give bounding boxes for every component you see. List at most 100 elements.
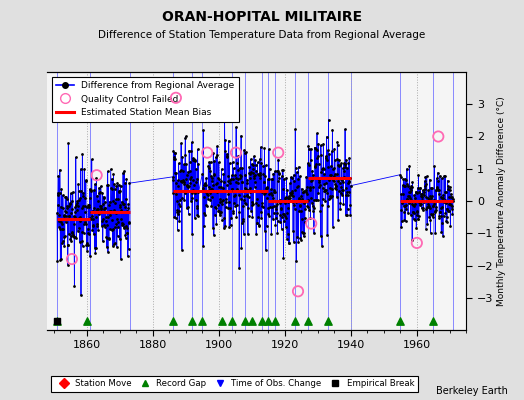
Point bbox=[293, 182, 302, 189]
Point bbox=[445, 201, 453, 207]
Point bbox=[329, 177, 337, 184]
Point bbox=[218, 217, 226, 224]
Point bbox=[107, 185, 115, 192]
Point bbox=[193, 146, 202, 152]
Point bbox=[217, 166, 226, 172]
Point bbox=[217, 208, 225, 215]
Point bbox=[335, 188, 343, 195]
Point bbox=[96, 189, 104, 196]
Point bbox=[92, 208, 100, 214]
Point bbox=[88, 208, 96, 215]
Point bbox=[176, 168, 184, 174]
Point bbox=[76, 194, 84, 201]
Point bbox=[265, 213, 274, 220]
Point bbox=[398, 200, 407, 206]
Point bbox=[240, 193, 248, 200]
Point bbox=[176, 196, 184, 203]
Point bbox=[189, 187, 198, 194]
Point bbox=[175, 208, 183, 214]
Point bbox=[438, 204, 446, 210]
Point bbox=[323, 190, 332, 196]
Point bbox=[230, 200, 238, 206]
Point bbox=[78, 238, 86, 244]
Point bbox=[174, 160, 183, 166]
Point bbox=[113, 233, 122, 239]
Point bbox=[114, 224, 122, 230]
Point bbox=[179, 178, 187, 184]
Point bbox=[410, 195, 419, 201]
Point bbox=[66, 213, 74, 220]
Text: ORAN-HOPITAL MILITAIRE: ORAN-HOPITAL MILITAIRE bbox=[162, 10, 362, 24]
Point bbox=[259, 179, 268, 186]
Point bbox=[314, 190, 322, 196]
Point bbox=[67, 190, 75, 197]
Point bbox=[208, 194, 216, 200]
Point bbox=[277, 204, 285, 211]
Point bbox=[82, 221, 91, 228]
Point bbox=[218, 318, 226, 324]
Point bbox=[171, 156, 180, 162]
Point bbox=[404, 210, 412, 216]
Point bbox=[83, 240, 92, 246]
Point bbox=[268, 176, 277, 182]
Point bbox=[117, 198, 126, 205]
Point bbox=[119, 220, 127, 227]
Point bbox=[325, 176, 334, 183]
Point bbox=[125, 219, 133, 226]
Point bbox=[190, 156, 198, 162]
Point bbox=[420, 199, 428, 206]
Point bbox=[88, 156, 96, 162]
Point bbox=[119, 170, 127, 176]
Point bbox=[97, 218, 106, 224]
Point bbox=[346, 182, 355, 189]
Point bbox=[434, 133, 442, 140]
Point bbox=[206, 197, 214, 203]
Point bbox=[228, 186, 236, 192]
Point bbox=[226, 177, 234, 184]
Point bbox=[188, 189, 196, 196]
Point bbox=[310, 205, 318, 211]
Point bbox=[320, 188, 329, 194]
Point bbox=[174, 200, 183, 207]
Point bbox=[430, 196, 438, 203]
Point bbox=[71, 204, 80, 210]
Point bbox=[227, 176, 235, 182]
Point bbox=[329, 173, 337, 179]
Point bbox=[230, 193, 238, 199]
Point bbox=[266, 198, 275, 204]
Point bbox=[282, 214, 290, 221]
Point bbox=[204, 195, 212, 202]
Point bbox=[189, 155, 198, 162]
Point bbox=[102, 214, 110, 220]
Point bbox=[321, 188, 329, 195]
Point bbox=[199, 243, 208, 249]
Point bbox=[447, 206, 456, 212]
Point bbox=[78, 151, 86, 157]
Point bbox=[85, 204, 93, 210]
Point bbox=[405, 189, 413, 196]
Point bbox=[279, 254, 288, 261]
Point bbox=[84, 202, 93, 208]
Point bbox=[250, 179, 259, 185]
Point bbox=[77, 218, 85, 225]
Point bbox=[303, 203, 312, 209]
Point bbox=[423, 204, 431, 210]
Point bbox=[214, 174, 222, 181]
Point bbox=[331, 181, 340, 188]
Point bbox=[206, 159, 215, 165]
Point bbox=[311, 160, 320, 167]
Point bbox=[93, 221, 101, 228]
Point bbox=[439, 192, 447, 198]
Point bbox=[274, 178, 282, 184]
Point bbox=[447, 194, 456, 200]
Point bbox=[56, 226, 64, 232]
Point bbox=[442, 206, 451, 212]
Point bbox=[57, 256, 66, 262]
Point bbox=[411, 189, 420, 195]
Point bbox=[169, 154, 178, 160]
Point bbox=[184, 211, 193, 217]
Point bbox=[267, 192, 276, 198]
Point bbox=[184, 168, 192, 175]
Point bbox=[408, 236, 417, 243]
Point bbox=[422, 206, 430, 212]
